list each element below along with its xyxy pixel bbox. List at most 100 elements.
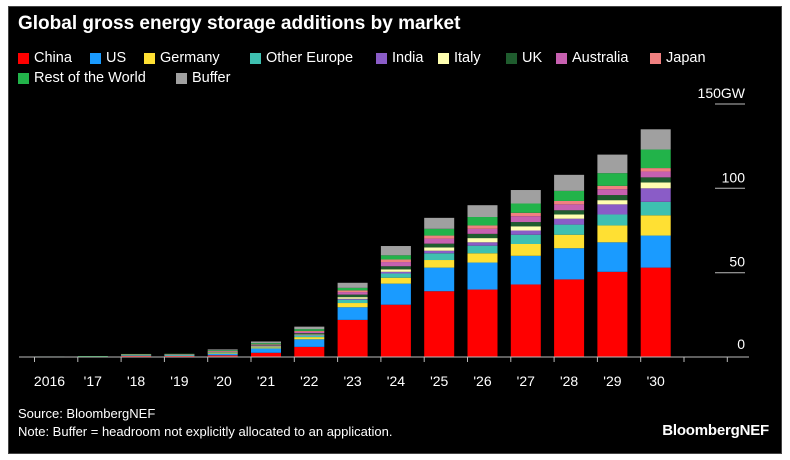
bar-segment-buffer-12 [554,174,585,191]
bar-segment-rest-of-the-world-14 [640,149,671,169]
bar-segment-rest-of-the-world-12 [554,190,585,201]
bar-segment-us-7 [337,307,368,320]
chart-frame: Global gross energy storage additions by… [8,6,782,454]
bar-segment-us-3 [164,355,195,356]
bar-segment-uk-9 [424,243,455,248]
bar-segment-uk-4 [207,351,238,353]
bar-segment-rest-of-the-world-2 [121,353,152,355]
legend-item-australia: Australia [556,50,628,66]
legend-item-germany: Germany [144,50,220,66]
bar-segment-china-4 [207,355,238,357]
bar-segment-rest-of-the-world-9 [424,228,455,236]
legend-label: Australia [572,50,629,66]
bar-segment-uk-7 [337,294,368,298]
bar-segment-italy-14 [640,182,671,189]
x-tick-label: '18 [127,373,145,389]
bar-segment-germany-11 [510,243,541,256]
bar-segment-italy-6 [294,334,325,336]
legend-swatch [176,72,187,84]
legend-swatch [506,52,517,64]
bar-segment-us-14 [640,235,671,268]
bar-segment-uk-8 [380,266,411,270]
bar-segment-us-6 [294,339,325,347]
bar-segment-rest-of-the-world-13 [597,173,628,186]
bar-segment-us-9 [424,267,455,292]
bar-segment-china-11 [510,284,541,357]
bar-segment-germany-13 [597,225,628,243]
bar-segment-rest-of-the-world-3 [164,353,195,355]
x-tick-label: '20 [214,373,232,389]
legend-swatch [18,72,29,84]
bar-segment-india-7 [337,298,368,300]
bar-segment-china-13 [597,271,628,357]
bar-segment-japan-2 [121,354,152,355]
bar-segment-other-europe-8 [380,273,411,278]
legend-label: Other Europe [266,50,354,66]
bar-segment-italy-11 [510,226,541,231]
chart-plot: 2016 '17 '18 '19 '20 '21 '22 '23 '24 '25 '26 '27 '28… [19,85,749,389]
bar-segment-japan-3 [164,354,195,355]
bar-segment-other-europe-6 [294,335,325,338]
bar-segment-uk-14 [640,177,671,183]
source-text: Source: BloombergNEF [18,406,156,421]
bar-segment-buffer-13 [597,154,628,174]
legend-item-japan: Japan [650,50,706,66]
bar-segment-rest-of-the-world-11 [510,203,541,213]
bar-segment-other-europe-13 [597,214,628,226]
bar-segment-uk-13 [597,195,628,201]
legend-label: China [34,50,72,66]
legend-item-us: US [90,50,126,66]
bar-segment-germany-7 [337,303,368,308]
y-tick-label: 100 [722,169,746,185]
bar-segment-india-12 [554,218,585,225]
legend-label: UK [522,50,543,66]
bar-segment-uk-5 [251,345,281,347]
bar-segment-italy-13 [597,200,628,205]
y-tick-label: 50 [729,254,745,270]
legend-item-other-europe: Other Europe [250,50,353,66]
legend-item-china: China [18,50,72,66]
bar-segment-italy-10 [467,238,498,243]
bar-segment-germany-12 [554,234,585,249]
legend-swatch [18,52,29,64]
bar-segment-india-11 [510,230,541,235]
bar-segment-china-12 [554,279,585,357]
bar-segment-germany-5 [251,347,281,349]
bar-segment-germany-8 [380,277,411,284]
bar-segment-japan-8 [380,259,411,263]
bar-segment-us-5 [251,348,281,353]
bar-segment-buffer-9 [424,217,455,229]
brand-logo: BloombergNEF [662,422,769,439]
x-tick-label: '21 [257,373,275,389]
bar-segment-uk-10 [467,233,498,239]
bar-segment-germany-14 [640,215,671,236]
bar-segment-japan-14 [640,168,671,172]
bar-segment-us-4 [207,353,238,356]
bar-segment-italy-8 [380,269,411,272]
bar-segment-other-europe-10 [467,245,498,254]
x-tick-label: '24 [387,373,405,389]
bar-segment-japan-5 [251,344,281,345]
legend-label: US [106,50,127,66]
bar-segment-us-11 [510,255,541,285]
x-tick-label: '26 [473,373,491,389]
bar-segment-us-8 [380,283,411,305]
bar-segment-china-6 [294,346,325,357]
bar-segment-india-13 [597,204,628,215]
bar-segment-japan-10 [467,225,498,229]
legend-swatch [650,52,661,64]
bar-segment-rest-of-the-world-10 [467,217,498,226]
bar-segment-australia-6 [294,331,325,334]
legend-label: Italy [454,50,481,66]
chart-title: Global gross energy storage additions by… [18,13,461,34]
legend-label: Rest of the World [34,70,146,86]
bar-segment-japan-11 [510,212,541,217]
legend-swatch [376,52,387,64]
bar-segment-china-14 [640,267,671,357]
bar-segment-australia-13 [597,189,628,196]
bar-segment-rest-of-the-world-6 [294,329,325,331]
bar-segment-other-europe-14 [640,201,671,216]
legend-swatch [438,52,449,64]
bar-segment-australia-8 [380,262,411,267]
bar-segment-germany-4 [207,352,238,354]
